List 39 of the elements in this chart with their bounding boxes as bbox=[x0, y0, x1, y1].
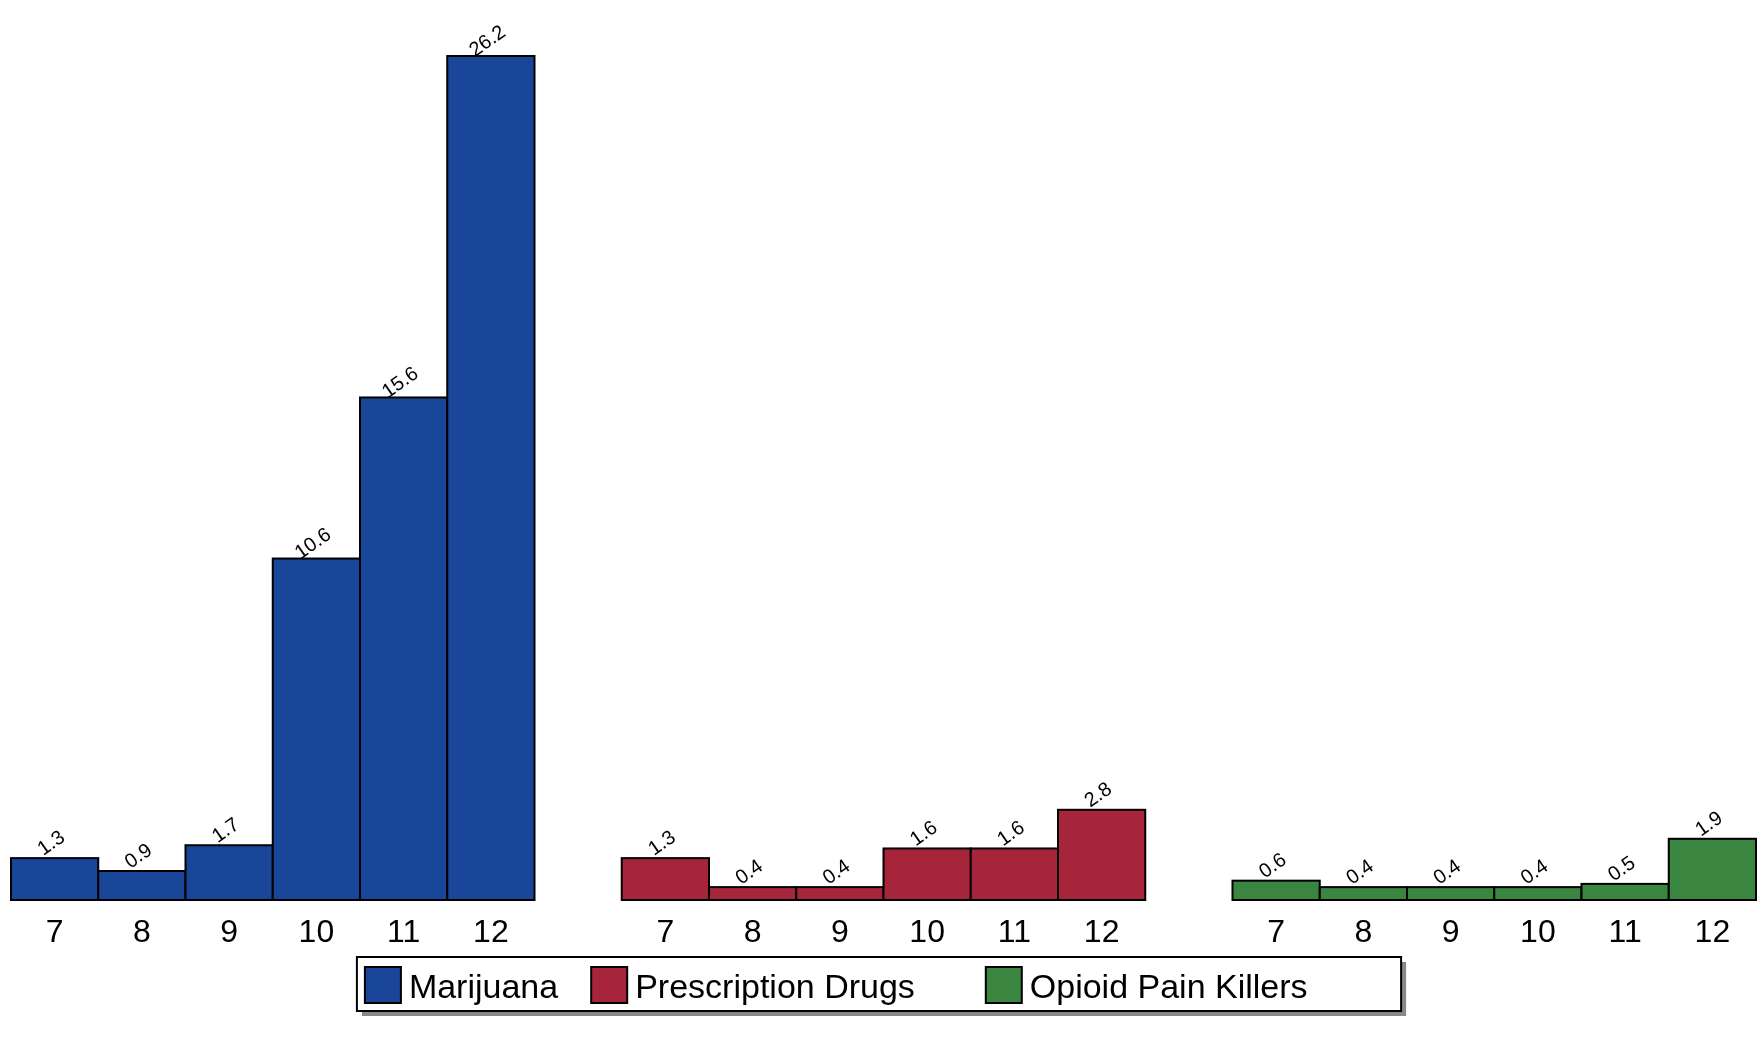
data-label: 1.3 bbox=[643, 825, 680, 860]
data-label: 2.8 bbox=[1079, 777, 1116, 812]
data-label: 0.4 bbox=[818, 854, 854, 889]
x-tick-label: 9 bbox=[830, 913, 849, 949]
data-label: 0.6 bbox=[1254, 847, 1290, 882]
legend-label: Marijuana bbox=[408, 967, 559, 1005]
x-tick-label: 10 bbox=[909, 913, 945, 949]
x-tick-label: 10 bbox=[298, 913, 335, 949]
x-tick-label: 11 bbox=[387, 913, 421, 949]
x-tick-label: 8 bbox=[1354, 913, 1373, 949]
data-label: 0.4 bbox=[1428, 854, 1465, 889]
x-tick-label: 9 bbox=[1441, 913, 1460, 949]
x-tick-label: 12 bbox=[473, 913, 509, 949]
data-label: 0.9 bbox=[120, 838, 156, 873]
data-label: 1.6 bbox=[992, 815, 1029, 850]
legend-label: Opioid Pain Killers bbox=[1029, 967, 1308, 1005]
x-tick-label: 12 bbox=[1083, 913, 1120, 949]
x-tick-label: 12 bbox=[1694, 913, 1731, 949]
data-label: 1.3 bbox=[32, 825, 69, 860]
data-label: 1.6 bbox=[905, 815, 941, 850]
x-tick-label: 8 bbox=[132, 913, 151, 949]
data-label: 26.2 bbox=[464, 20, 510, 61]
data-label: 10.6 bbox=[290, 522, 335, 563]
x-tick-label: 7 bbox=[1267, 913, 1286, 949]
data-label: 1.9 bbox=[1690, 806, 1727, 841]
data-label: 0.5 bbox=[1603, 851, 1639, 886]
data-label: 15.6 bbox=[377, 361, 422, 402]
data-label: 1.7 bbox=[207, 812, 243, 847]
x-tick-label: 7 bbox=[656, 913, 675, 949]
x-tick-label: 10 bbox=[1520, 913, 1556, 949]
data-label: 0.4 bbox=[1341, 854, 1378, 889]
x-tick-label: 11 bbox=[997, 913, 1031, 949]
data-label: 0.4 bbox=[730, 854, 767, 889]
x-tick-label: 11 bbox=[1608, 913, 1642, 949]
x-tick-label: 9 bbox=[220, 913, 239, 949]
legend-label: Prescription Drugs bbox=[635, 967, 915, 1005]
x-tick-label: 8 bbox=[743, 913, 762, 949]
x-tick-label: 7 bbox=[45, 913, 64, 949]
data-label: 0.4 bbox=[1516, 854, 1552, 889]
